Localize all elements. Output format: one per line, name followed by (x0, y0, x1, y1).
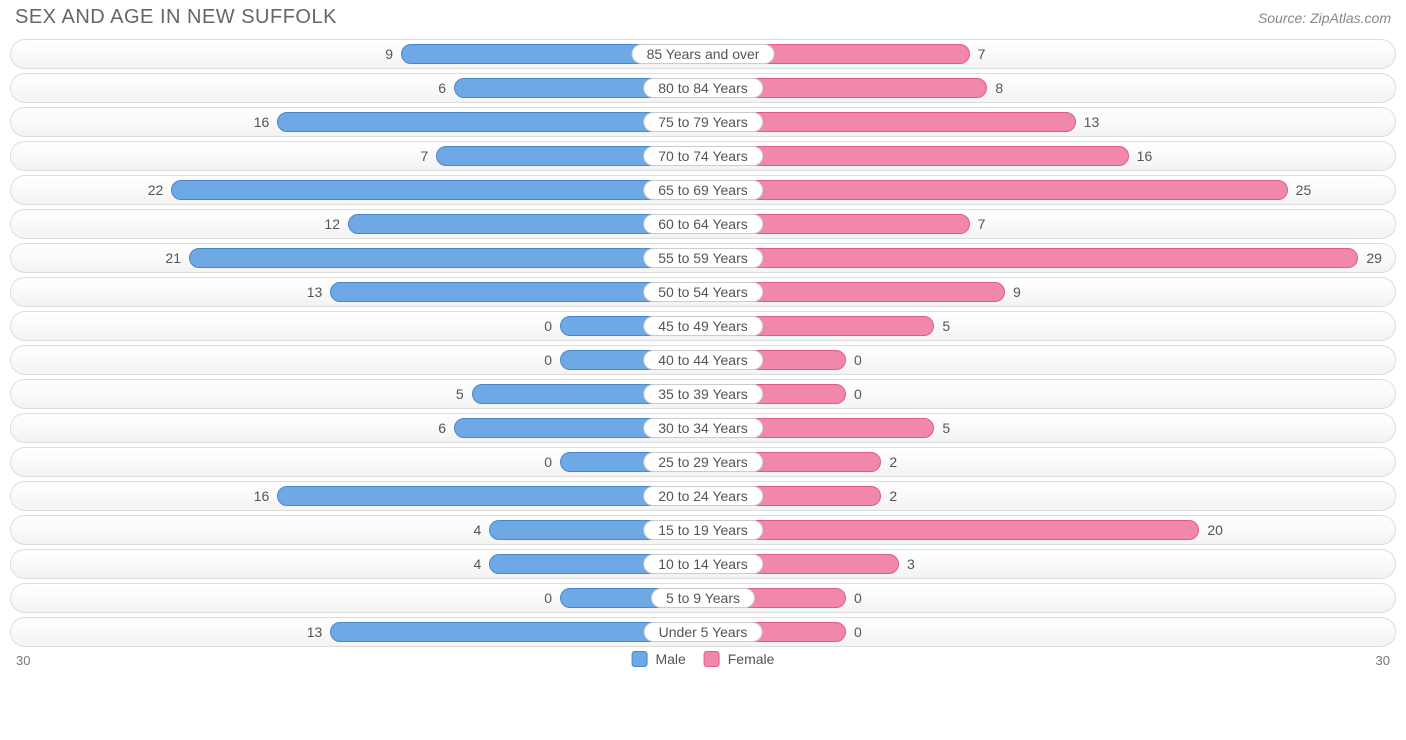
chart-source: Source: ZipAtlas.com (1258, 10, 1391, 26)
age-label: 60 to 64 Years (643, 214, 763, 234)
axis-max-left: 30 (16, 653, 30, 668)
female-value: 0 (848, 584, 862, 612)
female-value: 3 (901, 550, 915, 578)
age-row: 0 5 45 to 49 Years (10, 311, 1396, 341)
female-bar (703, 146, 1129, 166)
age-label: 75 to 79 Years (643, 112, 763, 132)
age-label: 15 to 19 Years (643, 520, 763, 540)
male-bar (171, 180, 703, 200)
male-value: 7 (421, 142, 435, 170)
legend-item-female: Female (704, 651, 775, 667)
male-bar (277, 112, 703, 132)
legend-swatch-male (632, 651, 648, 667)
female-value: 7 (972, 210, 986, 238)
age-label: 30 to 34 Years (643, 418, 763, 438)
female-value: 5 (936, 414, 950, 442)
female-value: 9 (1007, 278, 1021, 306)
age-row: 12 7 60 to 64 Years (10, 209, 1396, 239)
female-value: 0 (848, 618, 862, 646)
age-row: 13 9 50 to 54 Years (10, 277, 1396, 307)
age-label: 80 to 84 Years (643, 78, 763, 98)
chart-rows: 9 7 85 Years and over 6 8 80 to 84 Years 16 13 7… (10, 39, 1396, 647)
age-row: 0 0 40 to 44 Years (10, 345, 1396, 375)
female-value: 7 (972, 40, 986, 68)
male-value: 6 (438, 74, 452, 102)
female-value: 29 (1360, 244, 1382, 272)
legend-label-female: Female (728, 651, 775, 667)
age-row: 16 13 75 to 79 Years (10, 107, 1396, 137)
female-value: 2 (883, 482, 897, 510)
age-label: 85 Years and over (632, 44, 775, 64)
male-value: 0 (544, 312, 558, 340)
female-value: 25 (1290, 176, 1312, 204)
legend-swatch-female (704, 651, 720, 667)
chart-title: SEX AND AGE IN NEW SUFFOLK (15, 6, 337, 29)
age-label: 20 to 24 Years (643, 486, 763, 506)
female-value: 0 (848, 346, 862, 374)
age-row: 6 5 30 to 34 Years (10, 413, 1396, 443)
chart-footer: 30 Male Female 30 (10, 651, 1396, 675)
female-value: 5 (936, 312, 950, 340)
female-bar (703, 520, 1199, 540)
male-value: 12 (324, 210, 346, 238)
age-label: 25 to 29 Years (643, 452, 763, 472)
age-label: 70 to 74 Years (643, 146, 763, 166)
age-row: 9 7 85 Years and over (10, 39, 1396, 69)
age-row: 6 8 80 to 84 Years (10, 73, 1396, 103)
age-row: 5 0 35 to 39 Years (10, 379, 1396, 409)
male-value: 13 (307, 618, 329, 646)
age-label: Under 5 Years (644, 622, 763, 642)
male-value: 0 (544, 584, 558, 612)
age-row: 22 25 65 to 69 Years (10, 175, 1396, 205)
female-bar (703, 180, 1288, 200)
female-value: 16 (1131, 142, 1153, 170)
male-value: 13 (307, 278, 329, 306)
age-row: 4 3 10 to 14 Years (10, 549, 1396, 579)
age-label: 50 to 54 Years (643, 282, 763, 302)
female-value: 2 (883, 448, 897, 476)
male-value: 5 (456, 380, 470, 408)
age-label: 40 to 44 Years (643, 350, 763, 370)
age-label: 35 to 39 Years (643, 384, 763, 404)
male-value: 9 (385, 40, 399, 68)
female-value: 13 (1078, 108, 1100, 136)
male-bar (277, 486, 703, 506)
chart-header: SEX AND AGE IN NEW SUFFOLK Source: ZipAt… (10, 6, 1396, 35)
male-value: 16 (254, 482, 276, 510)
legend: Male Female (632, 651, 775, 667)
axis-max-right: 30 (1376, 653, 1390, 668)
male-value: 6 (438, 414, 452, 442)
age-label: 10 to 14 Years (643, 554, 763, 574)
age-label: 5 to 9 Years (651, 588, 755, 608)
age-label: 45 to 49 Years (643, 316, 763, 336)
age-row: 7 16 70 to 74 Years (10, 141, 1396, 171)
legend-label-male: Male (655, 651, 685, 667)
male-value: 22 (148, 176, 170, 204)
male-value: 0 (544, 346, 558, 374)
male-value: 16 (254, 108, 276, 136)
age-row: 0 0 5 to 9 Years (10, 583, 1396, 613)
legend-item-male: Male (632, 651, 686, 667)
male-value: 4 (474, 516, 488, 544)
female-value: 8 (989, 74, 1003, 102)
male-value: 0 (544, 448, 558, 476)
male-value: 21 (165, 244, 187, 272)
female-bar (703, 248, 1358, 268)
male-value: 4 (474, 550, 488, 578)
age-label: 55 to 59 Years (643, 248, 763, 268)
age-row: 0 2 25 to 29 Years (10, 447, 1396, 477)
age-row: 4 20 15 to 19 Years (10, 515, 1396, 545)
age-row: 21 29 55 to 59 Years (10, 243, 1396, 273)
female-value: 20 (1201, 516, 1223, 544)
age-row: 13 0 Under 5 Years (10, 617, 1396, 647)
female-value: 0 (848, 380, 862, 408)
age-label: 65 to 69 Years (643, 180, 763, 200)
age-row: 16 2 20 to 24 Years (10, 481, 1396, 511)
male-bar (189, 248, 703, 268)
